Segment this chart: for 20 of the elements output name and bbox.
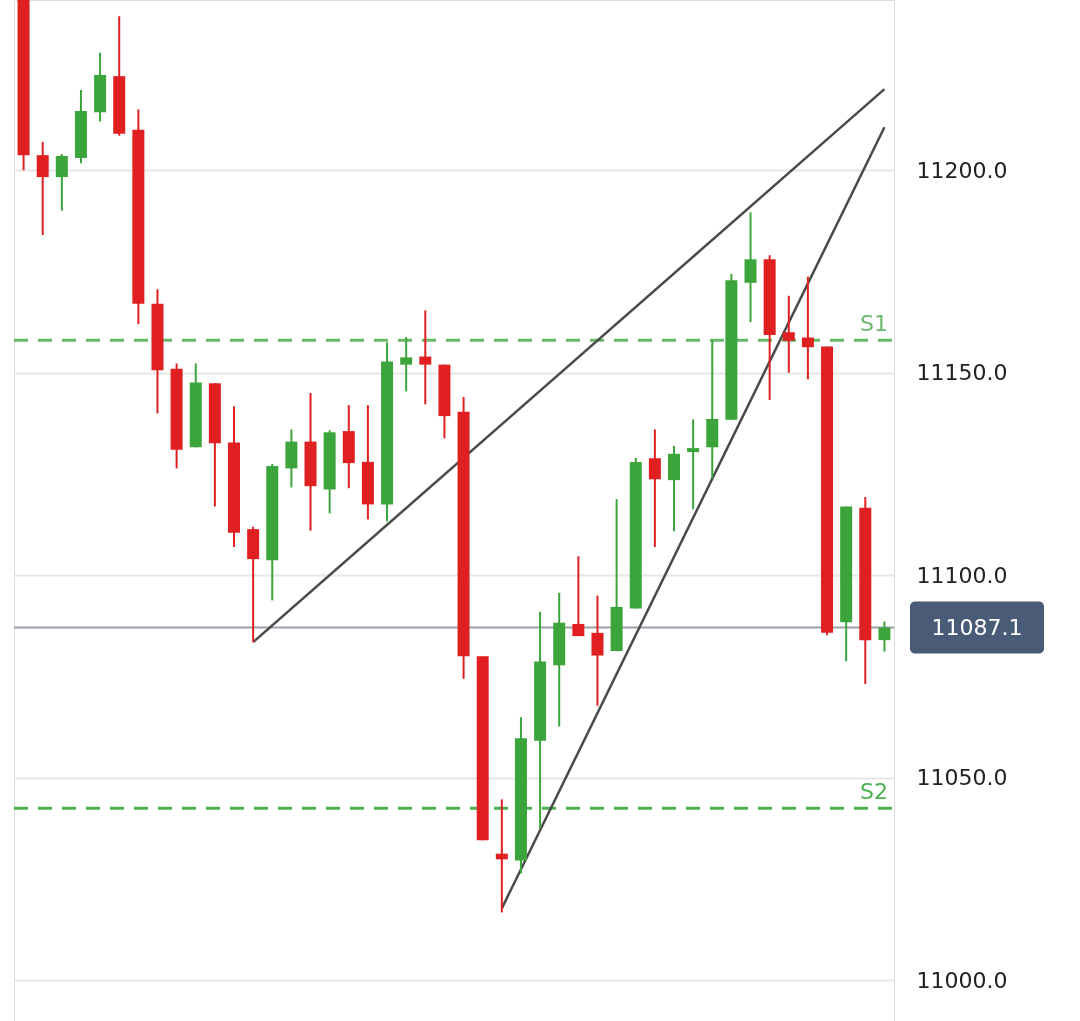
y-tick-label: 11100.0	[916, 562, 1008, 588]
candlestick	[878, 620, 891, 653]
candlestick	[419, 309, 432, 406]
y-tick-label: 11000.0	[916, 967, 1008, 993]
y-tick-label: 11200.0	[916, 157, 1008, 183]
candlestick	[801, 275, 814, 381]
y-tick-label: 11150.0	[916, 360, 1008, 386]
candlestick	[400, 336, 413, 393]
ref-line-label: S2	[860, 779, 888, 805]
candlestick	[55, 152, 68, 212]
y-tick-label: 11050.0	[916, 765, 1008, 791]
ref-line-label: S1	[860, 311, 888, 337]
candlestick	[572, 555, 585, 638]
candlestick	[782, 294, 795, 374]
candlestick	[744, 211, 757, 324]
candlestick	[36, 140, 49, 236]
candlestick	[591, 594, 604, 707]
candlestick	[687, 418, 700, 511]
ref-line-label: 11087.1	[931, 614, 1023, 640]
candlestick	[648, 428, 661, 548]
